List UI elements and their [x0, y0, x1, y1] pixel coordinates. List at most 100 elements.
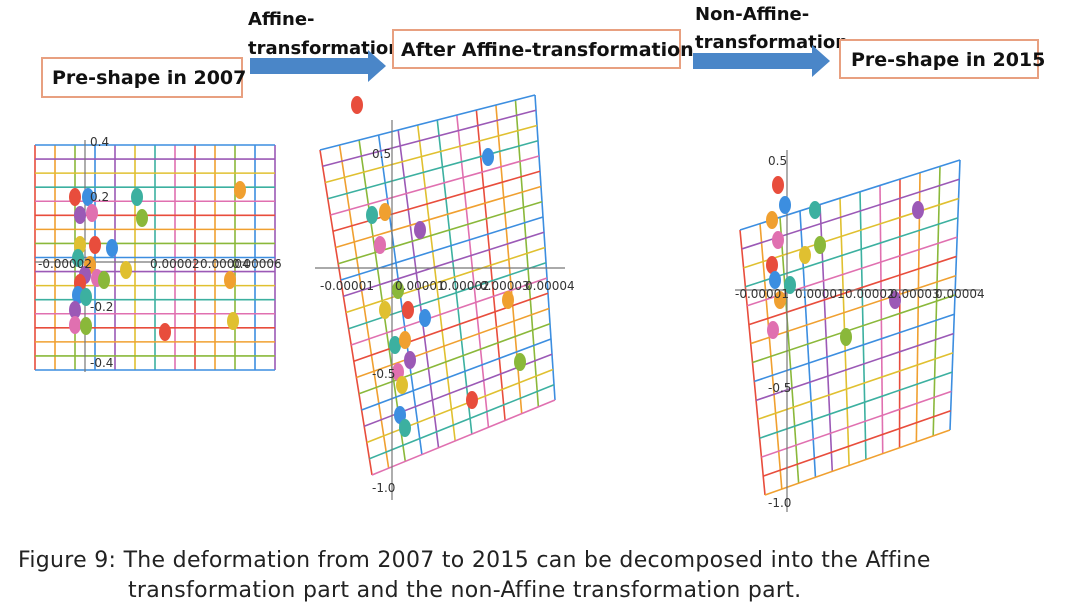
point [69, 188, 81, 206]
grid-line [335, 185, 542, 249]
grid-line [330, 155, 540, 216]
y-tick-label: -0.4 [90, 356, 113, 370]
grid-line [358, 322, 551, 395]
caption: Figure 9: The deformation from 2007 to 2… [18, 548, 931, 573]
y-tick-label: 0.5 [372, 147, 391, 161]
point [69, 301, 81, 319]
grid-line [332, 170, 541, 233]
x-tick-label: 0.00004 [525, 279, 575, 293]
label: Pre-shape in 2015 [851, 49, 1045, 71]
point [379, 203, 391, 221]
grid-line [348, 261, 547, 330]
point [74, 206, 86, 224]
x-tick-label: 0.00006 [232, 257, 282, 271]
grid-line [353, 292, 549, 363]
grid-line [324, 124, 538, 184]
x-tick-label: -0.00001 [320, 279, 374, 293]
point [466, 391, 478, 409]
x-tick-label: 0.00001 [795, 287, 845, 301]
point [227, 312, 239, 330]
point [482, 148, 494, 166]
y-tick-label: 0.2 [90, 190, 109, 204]
x-tick-label: 0.00001 [395, 279, 445, 293]
y-tick-label: 0.4 [90, 135, 109, 149]
point [82, 188, 94, 206]
arrow-label: Affine- [248, 9, 315, 30]
x-tick-label: 0.00002 [440, 279, 490, 293]
point [374, 236, 386, 254]
point [912, 201, 924, 219]
grid-line [754, 313, 955, 383]
label-box [839, 39, 1039, 79]
point [69, 316, 81, 334]
y-tick-label: -0.5 [372, 367, 395, 381]
point [502, 291, 514, 309]
point [159, 323, 171, 341]
grid-line [762, 409, 951, 477]
point [419, 309, 431, 327]
point [402, 301, 414, 319]
point [351, 96, 363, 114]
point [399, 331, 411, 349]
point [809, 201, 821, 219]
grid-line [319, 94, 536, 151]
point [379, 301, 391, 319]
grid-line [371, 399, 556, 476]
grid-line [322, 109, 537, 168]
arrow-label: transformation [695, 32, 848, 53]
grid-line [752, 294, 956, 364]
label: Pre-shape in 2007 [52, 67, 246, 89]
x-tick-label: -0.00002 [38, 257, 92, 271]
point [414, 221, 426, 239]
caption: transformation part and the non-Affine t… [128, 578, 801, 603]
grid-line [745, 217, 959, 288]
grid-line [761, 390, 952, 458]
grid-line [366, 368, 554, 444]
label: After Affine-transformation [401, 39, 694, 61]
grid-line [750, 274, 956, 345]
grid-line [757, 352, 954, 421]
point [86, 204, 98, 222]
grid-line [356, 307, 550, 379]
point [772, 176, 784, 194]
x-tick-label: 0.00004 [200, 257, 250, 271]
point [779, 196, 791, 214]
arrow [693, 45, 830, 77]
x-tick-label: 0.00002 [845, 287, 895, 301]
arrow [250, 50, 386, 82]
point [799, 246, 811, 264]
arrow-label: transformation [248, 38, 401, 59]
point [72, 249, 84, 267]
grid-line [350, 277, 548, 346]
point [399, 419, 411, 437]
grid-line [340, 216, 544, 281]
point [784, 276, 796, 294]
grid-line [369, 384, 555, 460]
point [766, 256, 778, 274]
point [80, 288, 92, 306]
point [766, 211, 778, 229]
point [98, 271, 110, 289]
point [389, 336, 401, 354]
grid-line [764, 429, 951, 496]
point [136, 209, 148, 227]
grid-line [327, 139, 539, 200]
y-tick-label: 0.5 [768, 154, 787, 168]
point [224, 271, 236, 289]
x-tick-label: 0.00002 [150, 257, 200, 271]
x-tick-label: -0.00001 [735, 287, 789, 301]
label-box [41, 57, 243, 98]
point [392, 281, 404, 299]
point [396, 376, 408, 394]
point [366, 206, 378, 224]
point [767, 321, 779, 339]
grids [34, 94, 961, 496]
y-tick-label: -1.0 [372, 481, 395, 495]
grid-line [759, 371, 953, 439]
grid-line [343, 231, 545, 298]
point [106, 239, 118, 257]
arrow-label: Non-Affine- [695, 4, 809, 25]
x-tick-label: 0.00003 [890, 287, 940, 301]
point [889, 291, 901, 309]
